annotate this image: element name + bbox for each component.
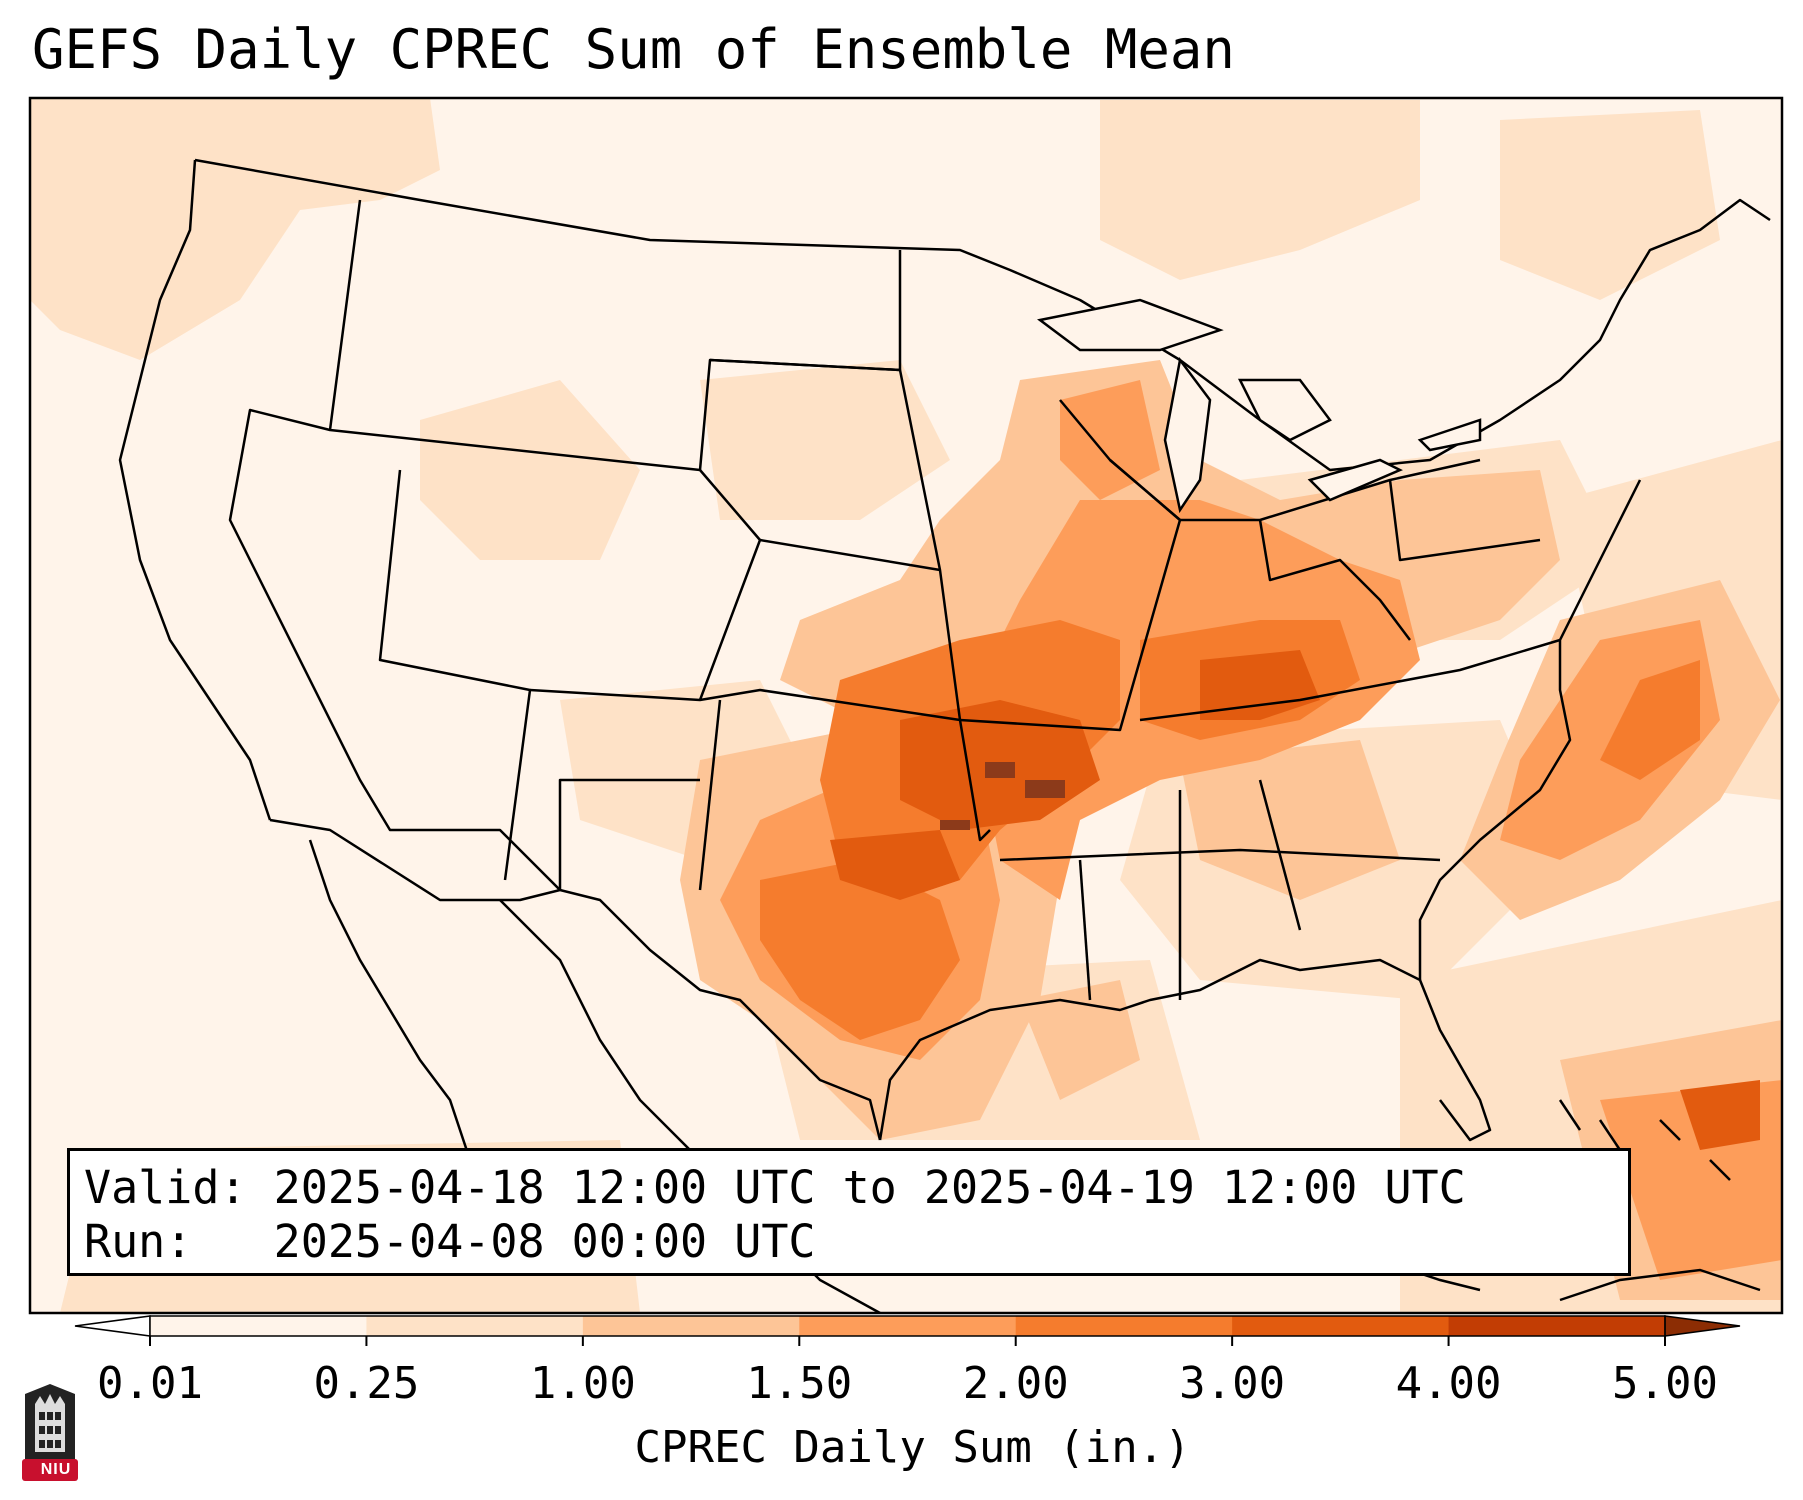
colorbar-segment [150,1316,367,1336]
colorbar-under-extension [74,1315,151,1337]
run-line: Run: 2025-04-08 00:00 UTC [84,1215,816,1268]
run-value: 2025-04-08 00:00 UTC [273,1215,816,1268]
colorbar-tick-label: 1.00 [529,1358,636,1409]
valid-line: Valid: 2025-04-18 12:00 UTC to 2025-04-1… [84,1161,1466,1214]
baja-coast [308,839,472,1161]
colorbar-tick-label: 3.00 [1179,1358,1286,1409]
colorbar-tick-label: 2.00 [962,1358,1069,1409]
info-box: Valid: 2025-04-18 12:00 UTC to 2025-04-1… [67,1148,1631,1276]
colorbar-segment [799,1316,1017,1336]
colorbar-tick-label: 1.50 [746,1358,853,1409]
colorbar-tick-label: 0.01 [97,1358,203,1409]
valid-label: Valid: [84,1161,247,1214]
colorbar-segment [1232,1316,1450,1336]
colorbar-tick-label: 0.25 [313,1358,420,1409]
valid-value: 2025-04-18 12:00 UTC to 2025-04-19 12:00… [273,1161,1466,1214]
map-frame [28,96,1784,1315]
colorbar-tick-label: 4.00 [1395,1358,1502,1409]
run-label: Run: [84,1215,193,1268]
colorbar-segment [1448,1316,1666,1336]
colorbar-frame [149,1315,1666,1337]
map-title: GEFS Daily CPREC Sum of Ensemble Mean [32,18,1235,81]
niu-logo-text: NIU [40,1461,72,1478]
colorbar-over-extension [1664,1315,1741,1337]
colorbar-segment [1015,1316,1233,1336]
colorbar-segment [582,1316,800,1336]
great-lakes [1037,298,1482,514]
colorbar-segment [366,1316,584,1336]
niu-logo [22,1384,78,1481]
colorbar-label: CPREC Daily Sum (in.) [634,1422,1191,1473]
precip-extreme [940,762,1065,830]
colorbar-tick-label: 5.00 [1612,1358,1718,1409]
